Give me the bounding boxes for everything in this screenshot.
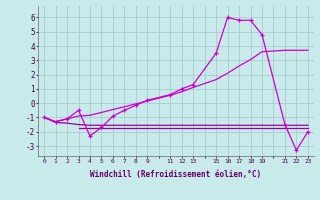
X-axis label: Windchill (Refroidissement éolien,°C): Windchill (Refroidissement éolien,°C) xyxy=(91,170,261,179)
